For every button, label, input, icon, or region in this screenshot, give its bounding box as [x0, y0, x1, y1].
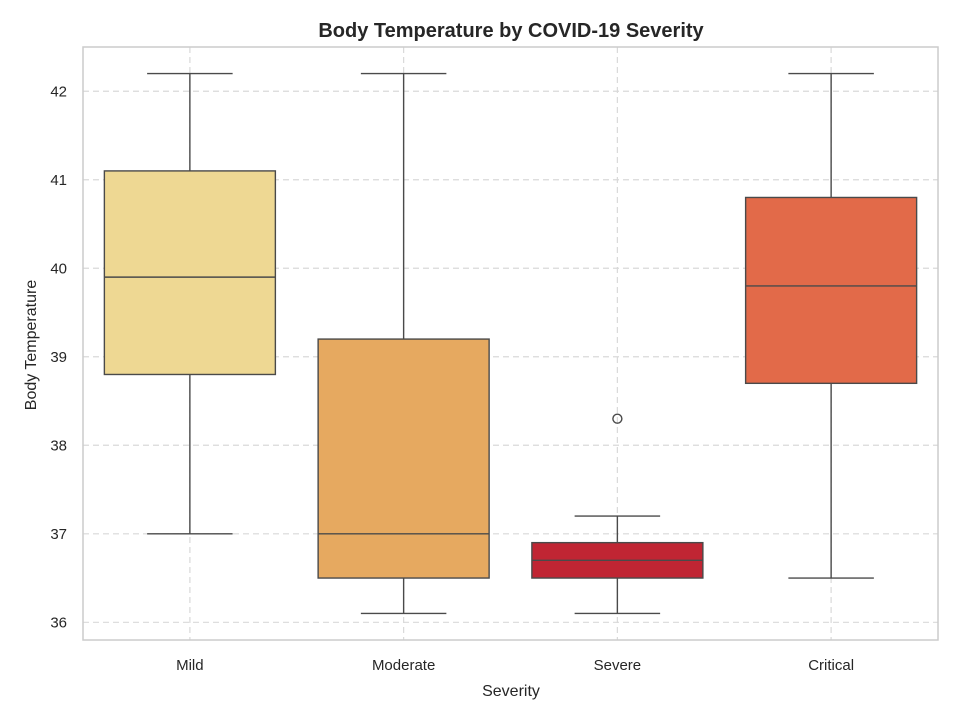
x-tick-label: Critical: [808, 657, 854, 674]
x-tick-label: Severe: [594, 657, 642, 674]
outlier-point: [612, 413, 623, 424]
x-axis-label: Severity: [482, 683, 540, 700]
y-tick-label: 41: [50, 172, 67, 189]
iqr-box: [317, 338, 490, 579]
y-tick-label: 38: [50, 437, 67, 454]
box-critical: [744, 72, 918, 579]
box-mild: [103, 72, 277, 535]
box-moderate: [317, 72, 490, 615]
plot-frame: [82, 46, 939, 641]
iqr-box: [103, 170, 277, 376]
y-tick-label: 42: [50, 83, 67, 100]
chart-title: Body Temperature by COVID-19 Severity: [318, 20, 704, 42]
box-series: [103, 72, 918, 615]
y-tick-label: 39: [50, 349, 67, 366]
y-tick-label: 36: [50, 614, 67, 631]
x-tick-label: Mild: [176, 657, 204, 674]
box-severe: [531, 413, 704, 615]
y-tick-label: 37: [50, 526, 67, 543]
y-axis-label: Body Temperature: [23, 280, 40, 411]
tick-labels: 36 37 38 39 40 41 42 Mild Moderate Severe Critical: [50, 83, 854, 674]
iqr-box: [744, 196, 918, 385]
x-tick-label: Moderate: [372, 657, 435, 674]
y-tick-label: 40: [50, 260, 67, 277]
